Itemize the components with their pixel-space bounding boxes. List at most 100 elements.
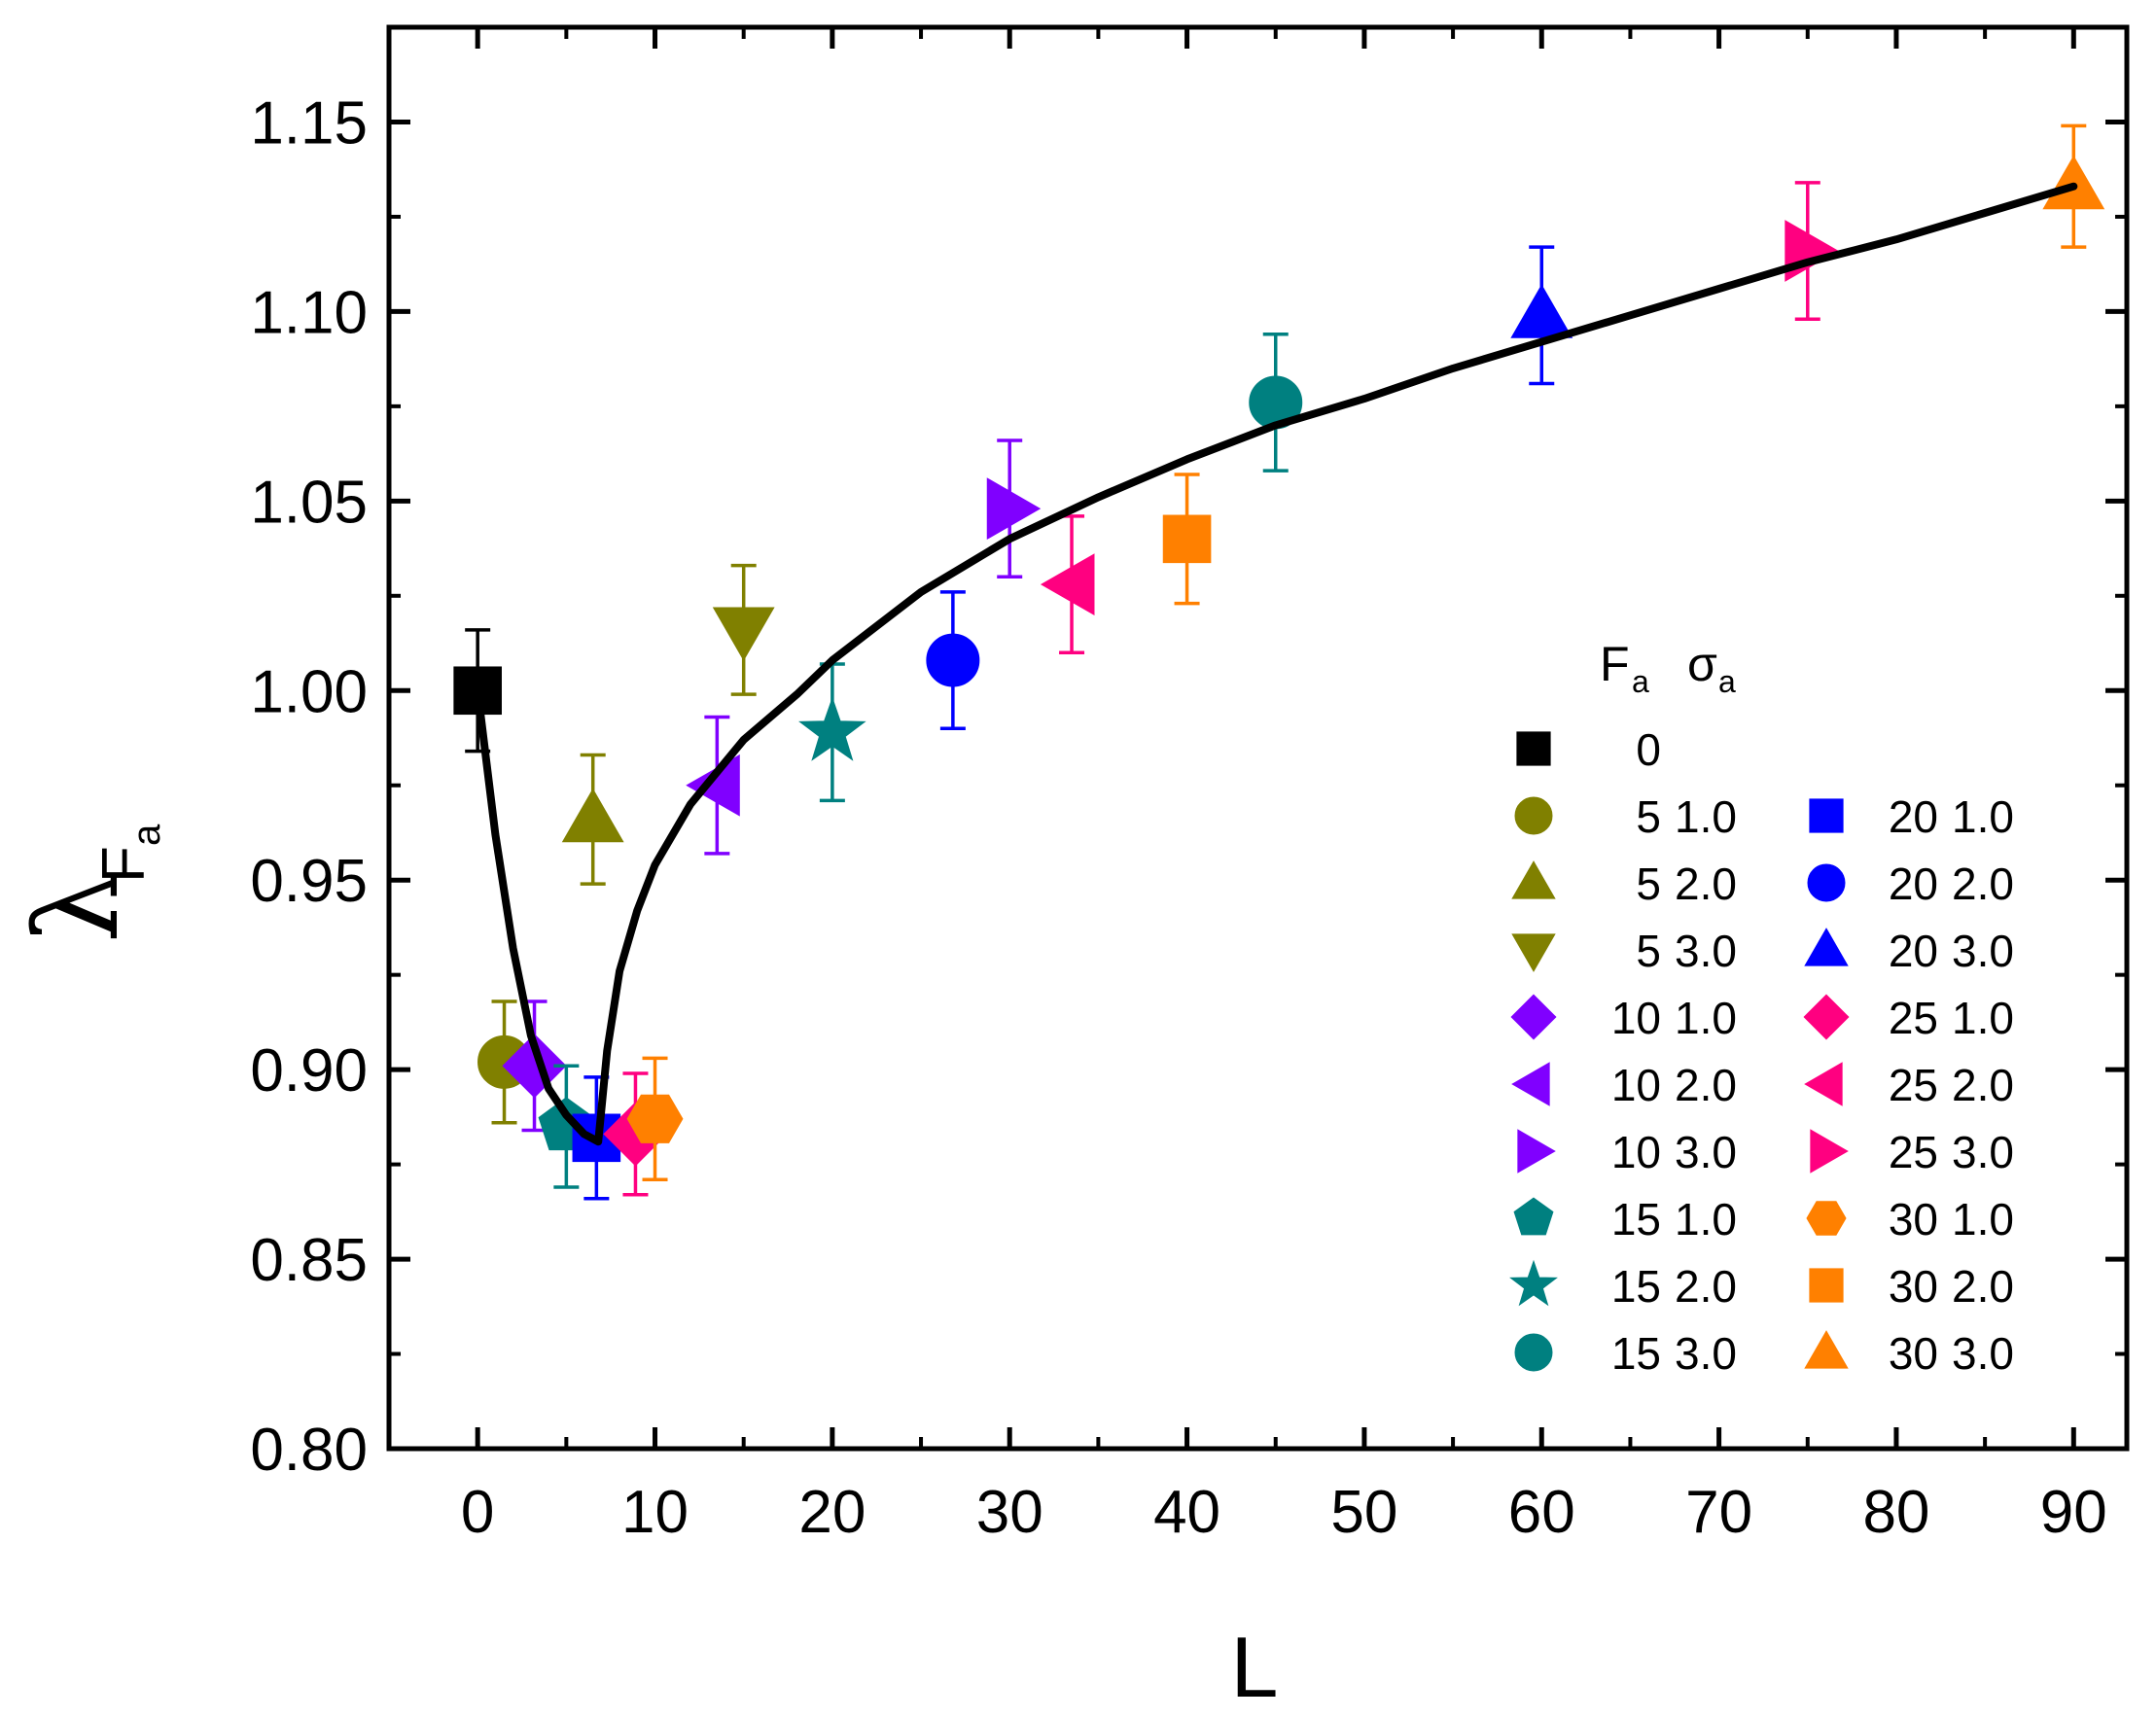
legend-sigma-value: 1.0 [1952, 1194, 2014, 1245]
legend-marker [1804, 1062, 1843, 1106]
legend-marker [1513, 1197, 1554, 1236]
legend-header-sigma: σ [1687, 637, 1717, 691]
legend-entry: 25 1.0 [1803, 993, 2014, 1043]
y-tick-label: 1.00 [250, 658, 368, 725]
legend-entry: 10 3.0 [1517, 1127, 1737, 1177]
legend-entry: 30 1.0 [1806, 1194, 2014, 1245]
legend-fa-value: 20 [1889, 926, 1938, 976]
legend-entry: 10 2.0 [1511, 1060, 1737, 1110]
y-axis-subsubscript: a [125, 824, 168, 846]
y-axis-title: λ F a [10, 824, 168, 943]
x-tick-label: 50 [1330, 1479, 1397, 1546]
data-point [502, 1034, 567, 1099]
legend-entry: 0 [1516, 724, 1661, 775]
data-point-group [1162, 473, 1212, 606]
legend-fa-value: 5 [1636, 791, 1661, 842]
data-point-group [926, 590, 980, 731]
legend-entries: 05 1.05 2.05 3.010 1.010 2.010 3.015 1.015 2.015… [1509, 724, 2014, 1379]
legend-marker [1804, 1330, 1849, 1369]
legend-fa-value: 20 [1889, 791, 1938, 842]
y-axis-symbol: λ [10, 870, 144, 943]
x-axis-title: L [1231, 1619, 1279, 1715]
data-point-group [1040, 514, 1095, 655]
legend-marker [1511, 933, 1556, 972]
legend-marker [1514, 1333, 1553, 1372]
data-point [2042, 155, 2105, 210]
legend-entry: 30 2.0 [1809, 1261, 2014, 1312]
data-point [626, 1094, 684, 1143]
data-point [561, 788, 624, 843]
legend-fa-value: 10 [1611, 993, 1661, 1043]
legend-entry: 20 3.0 [1804, 926, 2014, 976]
y-tick-label: 0.80 [250, 1417, 368, 1484]
legend-sigma-value: 3.0 [1952, 1328, 2014, 1379]
legend-marker [1807, 863, 1846, 902]
data-point-group [986, 438, 1042, 579]
legend-fa-value: 10 [1611, 1127, 1661, 1177]
legend-entry: 5 2.0 [1511, 859, 1737, 909]
legend-fa-value: 20 [1889, 859, 1938, 909]
legend-sigma-value: 1.0 [1952, 993, 2014, 1043]
legend-fa-value: 5 [1636, 859, 1661, 909]
x-tick-label: 30 [976, 1479, 1043, 1546]
y-tick-label: 0.90 [250, 1037, 368, 1104]
legend-sigma-value: 3.0 [1952, 1127, 2014, 1177]
data-point [1510, 284, 1573, 338]
legend-sigma-value: 2.0 [1952, 859, 2014, 909]
legend-entry: 30 3.0 [1804, 1328, 2014, 1379]
data-point-group [626, 1056, 684, 1181]
data-point [686, 754, 740, 817]
x-tick-label: 60 [1508, 1479, 1575, 1546]
legend-marker [1517, 1129, 1556, 1174]
legend-sigma-value: 2.0 [1952, 1261, 2014, 1312]
legend-sigma-value: 1.0 [1952, 791, 2014, 842]
legend-sigma-value: 3.0 [1952, 926, 2014, 976]
legend-sigma-value: 3.0 [1675, 926, 1737, 976]
legend-fa-value: 30 [1889, 1194, 1938, 1245]
plot-border [386, 24, 2130, 1452]
y-axis-ticks: 0.800.850.900.951.001.051.101.15 [250, 89, 2127, 1484]
legend-fa-value: 15 [1611, 1194, 1661, 1245]
legend-marker [1810, 1129, 1849, 1174]
legend-sigma-value: 2.0 [1675, 859, 1737, 909]
legend-marker [1806, 1201, 1847, 1236]
data-point-group [1249, 333, 1303, 473]
data-points-layer [453, 123, 2105, 1201]
legend-fa-value: 25 [1889, 1060, 1938, 1110]
x-tick-label: 80 [1862, 1479, 1929, 1546]
legend-sigma-value: 1.0 [1675, 1194, 1737, 1245]
legend-header-fa: F [1600, 637, 1630, 691]
legend-fa-value: 25 [1889, 993, 1938, 1043]
data-point [1785, 220, 1839, 282]
legend-header-fa-sub: a [1632, 664, 1649, 699]
legend-fa-value: 30 [1889, 1328, 1938, 1379]
data-point [986, 477, 1042, 541]
legend-fa-value: 15 [1611, 1261, 1661, 1312]
y-tick-label: 1.15 [250, 89, 368, 157]
legend-entry: 5 1.0 [1514, 791, 1737, 842]
y-tick-label: 1.05 [250, 469, 368, 536]
data-point-group [712, 563, 775, 696]
data-point-group [686, 715, 740, 856]
legend-fa-value: 0 [1636, 724, 1661, 775]
x-tick-label: 70 [1685, 1479, 1752, 1546]
y-tick-label: 0.85 [250, 1227, 368, 1294]
y-axis-subscript: F [90, 846, 158, 883]
legend-marker [1514, 796, 1553, 835]
legend-marker [1804, 928, 1849, 966]
fit-curve [474, 182, 2078, 1146]
legend-fa-value: 10 [1611, 1060, 1661, 1110]
legend-marker [1511, 860, 1556, 899]
legend-entry: 20 2.0 [1807, 859, 2014, 909]
legend: F a σ a 05 1.05 2.05 3.010 1.010 2.010 3.015 1.… [1509, 637, 2014, 1379]
legend-entry: 15 3.0 [1514, 1328, 1737, 1379]
legend-sigma-value: 2.0 [1675, 1060, 1737, 1110]
x-tick-label: 10 [621, 1479, 689, 1546]
data-point [926, 633, 980, 687]
data-point [1040, 553, 1095, 616]
data-point [798, 696, 866, 761]
legend-entry: 25 3.0 [1810, 1127, 2014, 1177]
x-tick-label: 0 [461, 1479, 494, 1546]
y-tick-label: 0.95 [250, 848, 368, 915]
